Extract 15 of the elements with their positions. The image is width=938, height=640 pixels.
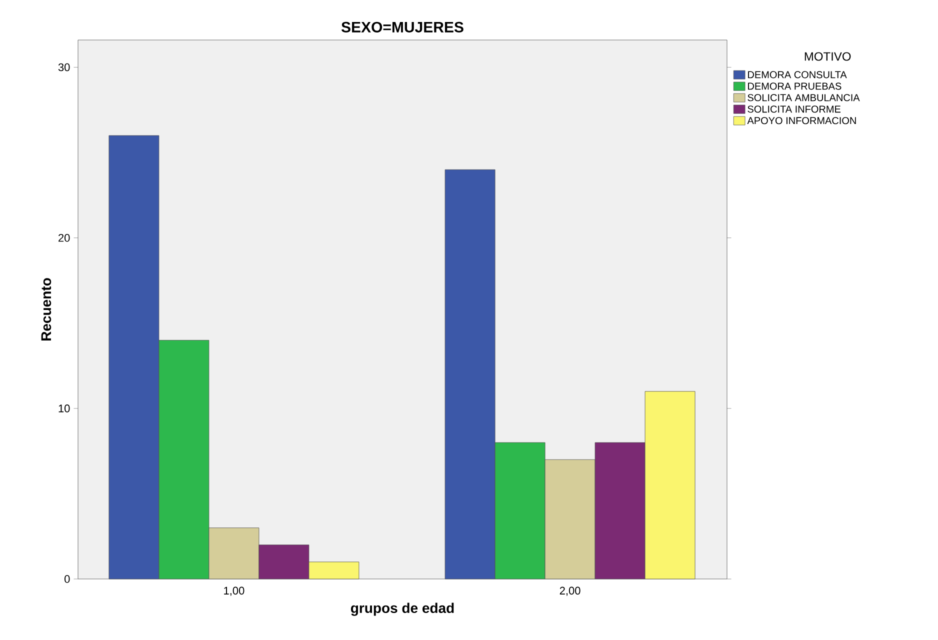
x-axis-title: grupos de edad: [350, 602, 454, 616]
y-tick-label: 20: [58, 234, 70, 242]
x-tick-label: 1,00: [224, 586, 244, 596]
legend-label: DEMORA PRUEBAS: [748, 82, 842, 90]
legend-label: DEMORA CONSULTA: [748, 71, 847, 78]
legend-label: SOLICITA AMBULANCIA: [748, 94, 860, 102]
y-tick-label: 30: [58, 63, 70, 72]
x-tick-label: 2,00: [560, 586, 580, 596]
y-axis-title: Recuento: [41, 278, 52, 340]
chart-title: SEXO=MUJERES: [341, 22, 464, 32]
y-tick-label: 10: [58, 404, 70, 412]
legend-title: MOTIVO: [804, 52, 851, 61]
legend-label: APOYO INFORMACION: [747, 117, 856, 124]
legend-label: SOLICITA INFORME: [748, 106, 841, 113]
y-tick-label: 0: [64, 575, 70, 583]
